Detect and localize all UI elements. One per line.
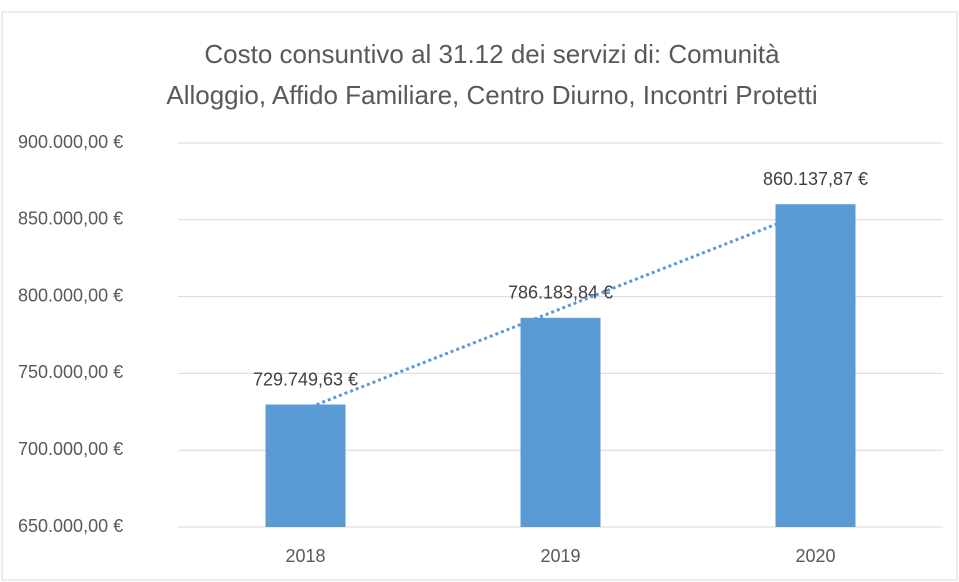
y-tick-label: 650.000,00 € xyxy=(18,516,123,536)
y-tick-label: 850.000,00 € xyxy=(18,209,123,229)
y-tick-label: 900.000,00 € xyxy=(18,132,123,152)
y-tick-label: 800.000,00 € xyxy=(18,285,123,305)
data-label: 729.749,63 € xyxy=(253,369,358,389)
bar xyxy=(265,404,346,527)
x-tick-label: 2019 xyxy=(540,546,580,566)
chart-title: Alloggio, Affido Familiare, Centro Diurn… xyxy=(166,80,817,110)
data-label: 786.183,84 € xyxy=(508,283,613,303)
data-label: 860.137,87 € xyxy=(763,169,868,189)
y-tick-label: 700.000,00 € xyxy=(18,439,123,459)
chart-title: Costo consuntivo al 31.12 dei servizi di… xyxy=(204,39,780,69)
bar xyxy=(775,204,856,528)
y-tick-label: 750.000,00 € xyxy=(18,362,123,382)
x-tick-label: 2018 xyxy=(285,546,325,566)
bar xyxy=(520,317,601,527)
trendline xyxy=(304,207,817,411)
x-tick-label: 2020 xyxy=(795,546,835,566)
